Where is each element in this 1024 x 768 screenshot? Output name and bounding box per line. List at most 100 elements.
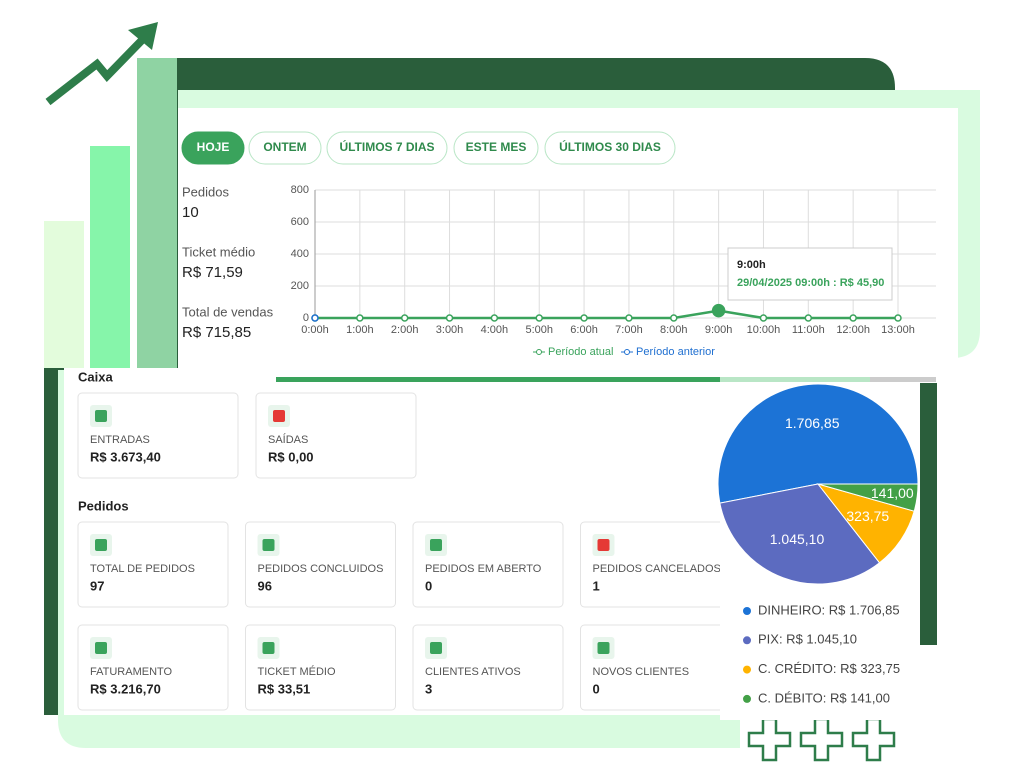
stat-card (245, 521, 396, 608)
point (490, 314, 499, 322)
filter-button[interactable] (181, 131, 245, 165)
legend-marker (536, 349, 542, 355)
point (849, 314, 857, 322)
legend-marker (743, 694, 751, 703)
filter-label: ÚLTIMOS 30 DIAS (559, 139, 661, 154)
filter-label: ONTEM (263, 140, 306, 154)
summary-label: Pedidos (182, 184, 229, 199)
x-tick-label: 12:00h (836, 324, 870, 336)
tooltip (727, 247, 893, 301)
card-label: ENTRADAS (90, 434, 150, 446)
card-icon-glyph (597, 642, 610, 654)
progress (720, 377, 870, 382)
card-icon-glyph (95, 539, 107, 551)
slice-label: 1.706,85 (785, 415, 840, 431)
card-value: R$ 0,00 (268, 449, 314, 464)
card-icon-glyph (95, 642, 107, 654)
card-label: FATURAMENTO (90, 666, 173, 678)
card-label: PEDIDOS EM ABERTO (425, 563, 542, 575)
y-tick-label: 400 (291, 248, 309, 260)
stat-card (77, 521, 229, 608)
legend-label: DINHEIRO: R$ 1.706,85 (758, 602, 900, 617)
slice-label: 1.045,10 (770, 531, 825, 547)
x-tick-label: 1:00h (346, 324, 374, 336)
card-label: CLIENTES ATIVOS (425, 666, 521, 678)
point (759, 314, 768, 322)
summary-value: 10 (182, 204, 199, 221)
x-tick-label: 5:00h (525, 324, 553, 336)
card-label: PEDIDOS CONCLUIDOS (258, 563, 384, 575)
deco-bar (137, 58, 177, 368)
card-value: R$ 33,51 (258, 681, 311, 696)
card-value: R$ 3.216,70 (90, 681, 161, 696)
point (311, 314, 319, 322)
stat-card (77, 392, 239, 479)
y-tick-label: 600 (291, 216, 309, 228)
x-tick-label: 6:00h (570, 324, 598, 336)
tooltip-title: 9:00h (737, 259, 766, 271)
y-tick-label: 0 (303, 312, 309, 324)
filter-button[interactable] (326, 131, 448, 165)
tooltip-text: 29/04/2025 09:00h : R$ 45,90 (737, 277, 884, 289)
summary-value: R$ 715,85 (182, 324, 251, 341)
summary-label: Ticket médio (182, 244, 255, 259)
point (670, 314, 678, 322)
card-label: PEDIDOS CANCELADOS (593, 563, 721, 575)
stat-card (77, 624, 229, 711)
summary-value: R$ 71,59 (182, 264, 243, 281)
legend-label: C. CRÉDITO: R$ 323,75 (758, 661, 900, 676)
series-line (315, 309, 898, 320)
card-icon-glyph (597, 539, 610, 551)
x-tick-label: 8:00h (660, 324, 688, 336)
section-title: Pedidos (78, 498, 129, 513)
legend-label: C. DÉBITO: R$ 141,00 (758, 690, 890, 705)
y-tick-label: 800 (291, 184, 309, 196)
stat-card (255, 392, 417, 479)
card-value: 3 (425, 681, 432, 696)
card-icon-glyph (430, 539, 442, 551)
x-tick-label: 4:00h (481, 324, 509, 336)
progress (276, 377, 720, 382)
card-value: 96 (258, 578, 272, 593)
pie-slice (719, 483, 881, 585)
legend-label: PIX: R$ 1.045,10 (758, 632, 857, 647)
deco-bar (90, 146, 130, 368)
legend-label: Período atual (548, 346, 613, 358)
trend-arrow (45, 33, 149, 106)
card-label: TOTAL DE PEDIDOS (90, 563, 195, 575)
filter-button[interactable] (453, 131, 539, 165)
legend-label: Período anterior (636, 346, 715, 358)
x-tick-label: 10:00h (747, 324, 781, 336)
x-tick-label: 9:00h (705, 324, 733, 336)
slice-label: 141,00 (871, 485, 914, 501)
card-label: NOVOS CLIENTES (593, 666, 690, 678)
card-icon-glyph (430, 642, 442, 654)
summary-label: Total de vendas (182, 304, 274, 319)
legend-marker (743, 636, 751, 645)
filter-button[interactable] (248, 131, 322, 165)
card-icon-glyph (262, 642, 275, 654)
slice-label: 323,75 (846, 508, 889, 524)
card-icon-glyph (95, 410, 107, 422)
card-label: SAÍDAS (268, 433, 308, 446)
point (711, 303, 726, 318)
point (804, 314, 813, 322)
filter-button[interactable] (544, 131, 676, 165)
x-tick-label: 2:00h (391, 324, 419, 336)
x-tick-label: 0:00h (301, 324, 329, 336)
stat-card (245, 624, 396, 711)
card-icon-glyph (262, 539, 275, 551)
card-icon-glyph (273, 410, 285, 422)
x-tick-label: 11:00h (792, 324, 825, 336)
filter-label: ESTE MES (466, 140, 527, 154)
filter-label: HOJE (197, 140, 230, 154)
filter-label: ÚLTIMOS 7 DIAS (339, 139, 434, 154)
card-value: 0 (593, 681, 600, 696)
stat-card (412, 624, 564, 711)
legend-marker (743, 607, 751, 615)
x-tick-label: 7:00h (615, 324, 643, 336)
point (400, 314, 409, 322)
card-value: 1 (593, 578, 600, 593)
point (445, 314, 454, 322)
